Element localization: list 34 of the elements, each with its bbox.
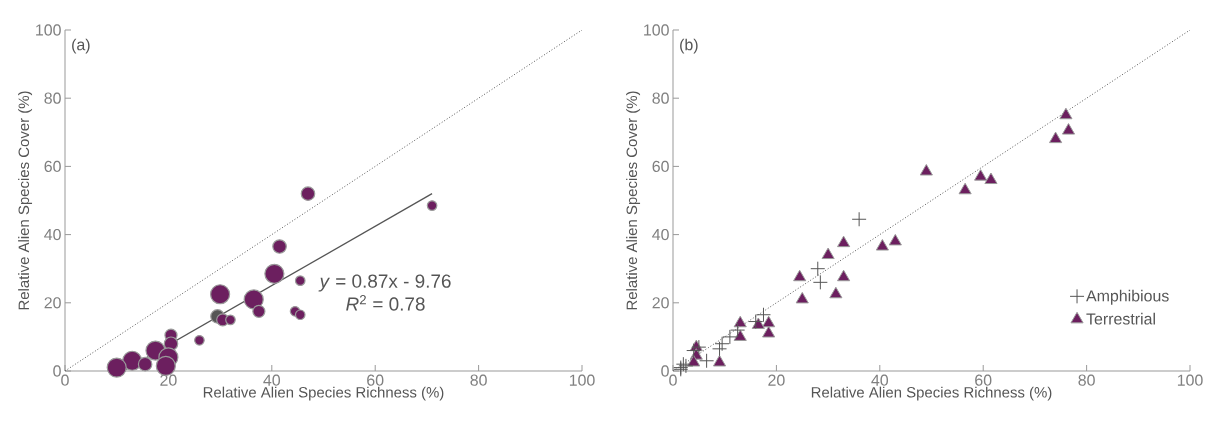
legend-label: Terrestrial	[1086, 312, 1155, 325]
x-tick-label: 60	[975, 374, 992, 386]
x-tick-label: 40	[263, 374, 281, 386]
y-tick-label: 100	[644, 24, 669, 36]
y-tick-label: 20	[44, 297, 61, 309]
x-tick-label: 100	[569, 374, 595, 386]
x-tick-label: 40	[871, 374, 889, 386]
x-tick-label: 0	[669, 374, 677, 386]
annotation: R$^{2}$ = 0.78	[346, 295, 425, 311]
annotation: y = 0.87x - 9.76	[318, 274, 451, 292]
y-axis-title: Relative Alien Species Cover (%)	[626, 91, 641, 310]
text: (b)	[680, 38, 698, 54]
y-tick-label: 80	[652, 92, 669, 104]
y-tick-label: 60	[44, 160, 61, 173]
x-tick-label: 60	[367, 374, 384, 386]
y-axis-title: Relative Alien Species Cover (%)	[18, 91, 33, 310]
x-tick-label: 20	[768, 374, 785, 386]
y-tick-label: 100	[36, 24, 61, 36]
x-axis-title: Relative Alien Species Richness (%)	[811, 386, 1052, 401]
x-tick-label: 20	[160, 374, 177, 386]
y-tick-label: 0	[53, 365, 61, 377]
y-tick-label: 60	[652, 160, 669, 173]
y-tick-label: 40	[44, 228, 61, 241]
y-tick-label: 40	[652, 228, 669, 241]
text: (a)	[72, 38, 90, 54]
x-tick-label: 80	[470, 374, 487, 386]
y-tick-label: 0	[661, 365, 669, 377]
x-tick-label: 0	[61, 374, 69, 386]
x-tick-label: 100	[1177, 374, 1203, 386]
y-tick-label: 80	[44, 92, 61, 104]
x-tick-label: 80	[1078, 374, 1095, 386]
legend-label: Amphibious	[1086, 289, 1169, 305]
x-axis-title: Relative Alien Species Richness (%)	[203, 386, 444, 401]
y-tick-label: 20	[652, 297, 669, 309]
